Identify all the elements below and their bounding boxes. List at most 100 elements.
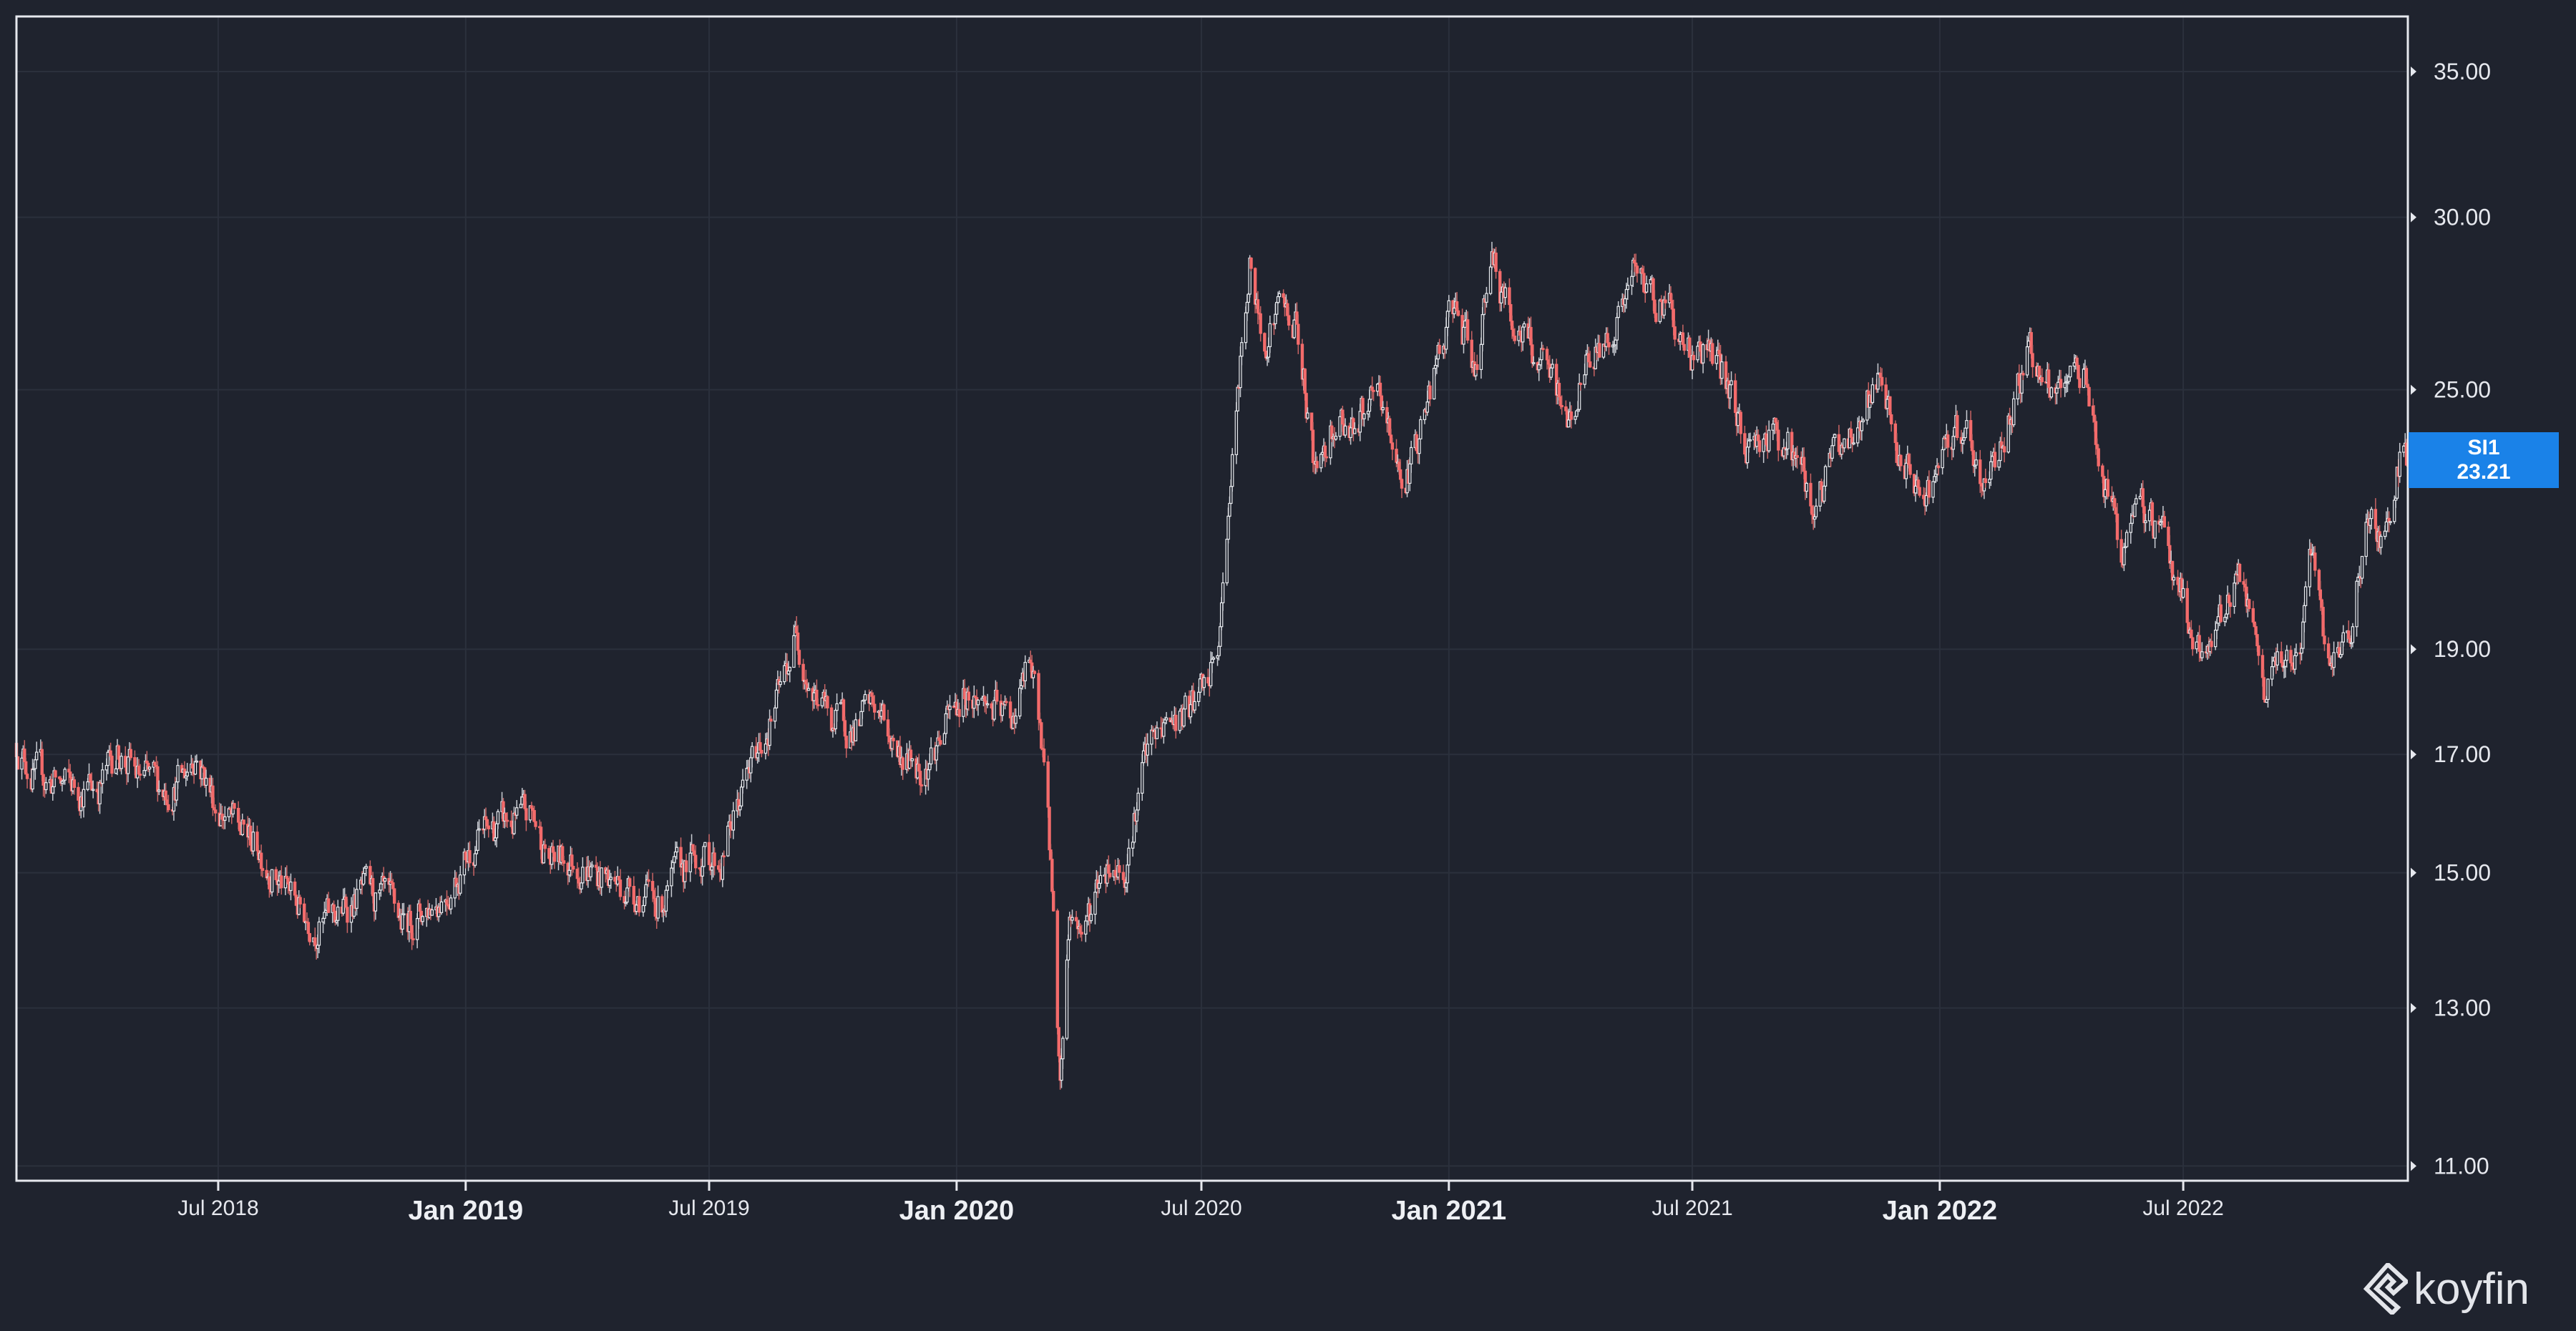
- candle-body: [1124, 882, 1128, 888]
- candle-body: [54, 770, 57, 778]
- candle: [694, 845, 698, 874]
- candle-body: [1692, 355, 1696, 361]
- candle: [2227, 593, 2231, 604]
- candle-body: [449, 897, 453, 910]
- candle-body: [220, 814, 224, 820]
- candle-body: [609, 877, 613, 880]
- candle-body: [1042, 749, 1046, 763]
- candle-body: [2228, 602, 2233, 608]
- candle-body: [313, 937, 317, 946]
- candle: [769, 716, 773, 722]
- candle: [1607, 338, 1611, 355]
- candle: [1984, 468, 1987, 488]
- candle-body: [2029, 332, 2033, 354]
- candle-body: [1888, 396, 1892, 416]
- candle: [1108, 864, 1112, 879]
- candle-body: [124, 756, 127, 768]
- candle-body: [854, 719, 858, 741]
- candle: [72, 776, 77, 795]
- candle-body: [1670, 300, 1674, 310]
- candle-body: [2133, 503, 2137, 517]
- candle-body: [1993, 452, 1997, 468]
- candle-body: [1532, 362, 1536, 364]
- candle: [816, 698, 820, 711]
- x-tick-label: Jan 2021: [1392, 1196, 1507, 1226]
- candle: [2389, 521, 2392, 525]
- candle-body: [1418, 438, 1421, 454]
- candle-body: [656, 896, 660, 919]
- candle: [101, 762, 104, 794]
- candle-body: [1575, 410, 1579, 417]
- candle-body: [1681, 332, 1685, 345]
- candle-body: [2351, 626, 2355, 643]
- candle: [834, 708, 837, 735]
- candle-body: [1837, 434, 1841, 452]
- candle: [1475, 354, 1479, 374]
- candle-body: [364, 866, 368, 869]
- candle-body: [671, 862, 675, 869]
- candle: [543, 839, 547, 853]
- candle-body: [1893, 423, 1898, 444]
- y-tick-marker: [2411, 867, 2416, 878]
- candle-body: [1362, 413, 1366, 419]
- candle-body: [308, 932, 311, 942]
- candle: [317, 917, 321, 954]
- candle-body: [2063, 382, 2067, 389]
- candle: [1682, 338, 1686, 355]
- candle-body: [1503, 287, 1507, 298]
- candle: [1442, 343, 1445, 359]
- candle-body: [44, 782, 48, 791]
- candle: [1579, 382, 1583, 391]
- candle-body: [2026, 341, 2031, 348]
- candle: [750, 742, 754, 768]
- candle-body: [1226, 515, 1230, 540]
- candle-body: [2092, 414, 2097, 422]
- candle: [547, 845, 551, 860]
- candle-body: [1210, 658, 1214, 663]
- candle: [2181, 579, 2185, 599]
- candle-body: [985, 703, 990, 706]
- candle: [1823, 464, 1828, 492]
- candle: [355, 879, 358, 916]
- y-tick-label: 11.00: [2434, 1153, 2489, 1179]
- candle: [2087, 386, 2091, 407]
- candle-body: [1397, 462, 1401, 471]
- candle: [1146, 733, 1149, 766]
- candle: [722, 850, 726, 867]
- candle-body: [794, 626, 799, 634]
- candle-body: [547, 848, 551, 859]
- candle: [1931, 481, 1935, 504]
- candle: [1000, 703, 1004, 721]
- candle-body: [1880, 376, 1884, 386]
- candle: [1946, 430, 1950, 457]
- candle-body: [1381, 406, 1385, 411]
- candle-body: [421, 916, 424, 922]
- candle-body: [1607, 342, 1611, 348]
- candle-body: [1658, 299, 1662, 322]
- candle-body: [1551, 364, 1554, 369]
- candle: [1295, 302, 1299, 325]
- candle: [788, 666, 791, 683]
- candle-body: [1616, 306, 1620, 318]
- candle-body: [1747, 440, 1751, 448]
- candle: [185, 763, 189, 781]
- candle: [1997, 459, 2001, 471]
- koyfin-logo-text: koyfin: [2414, 1264, 2529, 1314]
- candle: [1654, 303, 1658, 324]
- candle-body: [1566, 419, 1571, 428]
- candle-body: [1121, 872, 1126, 880]
- candle-body: [1093, 892, 1097, 915]
- candle-body: [2266, 678, 2270, 701]
- candle-body: [42, 774, 45, 786]
- candle: [91, 780, 95, 799]
- candle-body: [750, 746, 754, 759]
- candle: [336, 899, 340, 927]
- candle-body: [1367, 399, 1372, 412]
- candle-body: [2364, 522, 2368, 557]
- candle-body: [1387, 418, 1392, 436]
- candle-body: [459, 874, 462, 894]
- candle-body: [1913, 485, 1918, 494]
- candle-body: [2097, 448, 2100, 467]
- candle-body: [2223, 617, 2227, 623]
- candle-body: [2021, 373, 2025, 376]
